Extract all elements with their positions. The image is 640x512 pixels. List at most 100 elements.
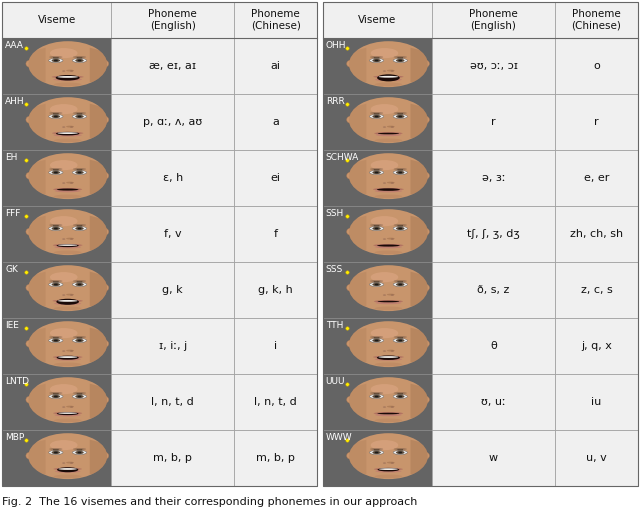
Ellipse shape [374, 362, 402, 366]
Ellipse shape [66, 238, 74, 240]
Ellipse shape [398, 228, 402, 229]
Ellipse shape [374, 396, 378, 397]
Polygon shape [28, 383, 45, 418]
Text: j, q, x: j, q, x [581, 341, 612, 351]
Ellipse shape [77, 228, 81, 229]
Ellipse shape [369, 451, 384, 455]
Ellipse shape [102, 340, 109, 347]
Ellipse shape [50, 104, 77, 114]
Polygon shape [28, 440, 45, 474]
Ellipse shape [49, 336, 63, 338]
Ellipse shape [76, 451, 84, 454]
Ellipse shape [53, 244, 83, 246]
Ellipse shape [66, 462, 74, 463]
Polygon shape [90, 216, 107, 250]
Ellipse shape [54, 228, 58, 229]
Ellipse shape [76, 283, 84, 286]
Ellipse shape [102, 173, 109, 179]
Ellipse shape [77, 60, 81, 61]
Ellipse shape [49, 226, 63, 230]
Ellipse shape [370, 224, 383, 226]
Ellipse shape [376, 470, 401, 473]
Polygon shape [349, 272, 366, 306]
Ellipse shape [28, 41, 107, 87]
Ellipse shape [374, 60, 378, 61]
Bar [317, 2, 323, 486]
Text: Fig. 2  The 16 visemes and their corresponding phonemes in our approach: Fig. 2 The 16 visemes and their correspo… [2, 497, 417, 507]
Bar [323, 262, 432, 318]
Text: a: a [272, 117, 279, 127]
Ellipse shape [387, 294, 395, 295]
Ellipse shape [394, 448, 407, 450]
Ellipse shape [56, 299, 79, 305]
Ellipse shape [347, 453, 353, 459]
Ellipse shape [102, 117, 109, 123]
Ellipse shape [28, 209, 107, 255]
Ellipse shape [72, 114, 86, 119]
Ellipse shape [370, 56, 383, 58]
Ellipse shape [102, 396, 109, 403]
Ellipse shape [56, 244, 79, 247]
Ellipse shape [77, 172, 81, 173]
Ellipse shape [423, 173, 429, 179]
Text: zh, ch, sh: zh, ch, sh [570, 229, 623, 239]
Ellipse shape [49, 168, 63, 170]
Text: θ: θ [490, 341, 497, 351]
Ellipse shape [73, 392, 86, 394]
Ellipse shape [370, 336, 383, 338]
Ellipse shape [375, 78, 402, 81]
Ellipse shape [374, 358, 403, 360]
Ellipse shape [73, 280, 86, 282]
Bar [555, 374, 638, 430]
Bar [432, 94, 555, 150]
Ellipse shape [66, 70, 74, 72]
Ellipse shape [52, 59, 60, 62]
Polygon shape [410, 48, 428, 82]
Ellipse shape [54, 116, 58, 117]
Bar [2, 318, 111, 374]
Ellipse shape [66, 406, 74, 408]
Ellipse shape [57, 188, 79, 190]
Text: Viseme: Viseme [38, 15, 76, 25]
Ellipse shape [50, 440, 77, 450]
Ellipse shape [369, 338, 384, 343]
Bar [56, 350, 79, 358]
Ellipse shape [349, 153, 428, 199]
Text: EH: EH [5, 153, 17, 162]
Ellipse shape [52, 115, 60, 118]
Ellipse shape [387, 350, 395, 352]
Text: ai: ai [271, 61, 281, 71]
Bar [432, 38, 555, 94]
Ellipse shape [77, 452, 81, 453]
Ellipse shape [54, 139, 81, 142]
Ellipse shape [374, 172, 378, 173]
Ellipse shape [374, 307, 402, 310]
Ellipse shape [396, 451, 404, 454]
Ellipse shape [52, 171, 60, 174]
Text: r: r [594, 117, 598, 127]
Ellipse shape [54, 339, 58, 342]
Ellipse shape [387, 406, 395, 408]
Text: SSS: SSS [326, 265, 343, 274]
Text: LNTD: LNTD [5, 377, 29, 386]
Ellipse shape [372, 339, 381, 342]
Ellipse shape [347, 396, 353, 403]
Ellipse shape [396, 115, 404, 118]
Polygon shape [349, 48, 366, 82]
Ellipse shape [374, 475, 402, 478]
Ellipse shape [387, 125, 395, 127]
Text: FFF: FFF [5, 209, 20, 218]
Ellipse shape [58, 76, 78, 78]
Ellipse shape [26, 117, 32, 123]
Bar [2, 38, 111, 94]
Text: w: w [489, 453, 498, 463]
Bar [2, 150, 111, 206]
Ellipse shape [371, 48, 398, 58]
Ellipse shape [54, 172, 58, 173]
Ellipse shape [54, 418, 81, 422]
Ellipse shape [369, 283, 384, 287]
Polygon shape [90, 103, 107, 138]
Ellipse shape [423, 228, 429, 235]
Ellipse shape [394, 392, 407, 394]
Ellipse shape [49, 338, 63, 343]
